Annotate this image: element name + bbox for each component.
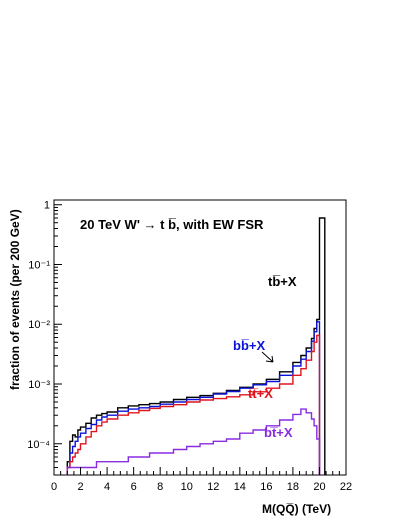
x-tick-label: 20	[313, 481, 325, 493]
x-tick-label: 8	[157, 481, 163, 493]
series-line-1	[66, 321, 321, 475]
x-tick-label: 16	[260, 481, 272, 493]
x-tick-label: 10	[181, 481, 193, 493]
plot-frame	[53, 199, 347, 476]
x-axis: 0 2 4 6 8 10 12 14 16 18 20 22	[51, 467, 352, 493]
x-tick-label: 18	[287, 481, 299, 493]
legend-label-tt: tt̅+X	[248, 386, 273, 401]
series-line-3	[66, 408, 321, 475]
y-tick-label: 10⁻²	[28, 319, 50, 331]
y-tick-label: 10⁻³	[28, 379, 50, 391]
y-axis: 10⁻⁴ 10⁻³ 10⁻² 10⁻¹ 1	[27, 200, 62, 476]
series-line-0	[66, 217, 326, 475]
x-tick-label: 12	[207, 481, 219, 493]
series-layer	[66, 217, 326, 475]
series-line-2	[66, 334, 321, 475]
legend-label-bb: bb̅+X	[233, 338, 265, 353]
y-tick-label: 1	[44, 200, 50, 212]
y-tick-label: 10⁻⁴	[27, 439, 50, 451]
x-tick-label: 6	[131, 481, 137, 493]
x-tick-label: 22	[340, 481, 352, 493]
x-tick-label: 2	[77, 481, 83, 493]
y-tick-label: 10⁻¹	[28, 259, 50, 271]
x-tick-label: 14	[234, 481, 246, 493]
chart-title: 20 TeV W' → t b̅, with EW FSR	[80, 217, 264, 232]
legend-label-bt: bt̅+X	[264, 425, 293, 440]
y-axis-label: fraction of events (per 200 GeV)	[8, 209, 22, 390]
legend-arrow-bb	[261, 351, 274, 363]
x-tick-label: 4	[104, 481, 110, 493]
legend-label-tb: tb̅+X	[268, 274, 297, 289]
x-axis-label: M(QQ̅) (TeV)	[262, 502, 331, 516]
x-tick-label: 0	[51, 481, 57, 493]
